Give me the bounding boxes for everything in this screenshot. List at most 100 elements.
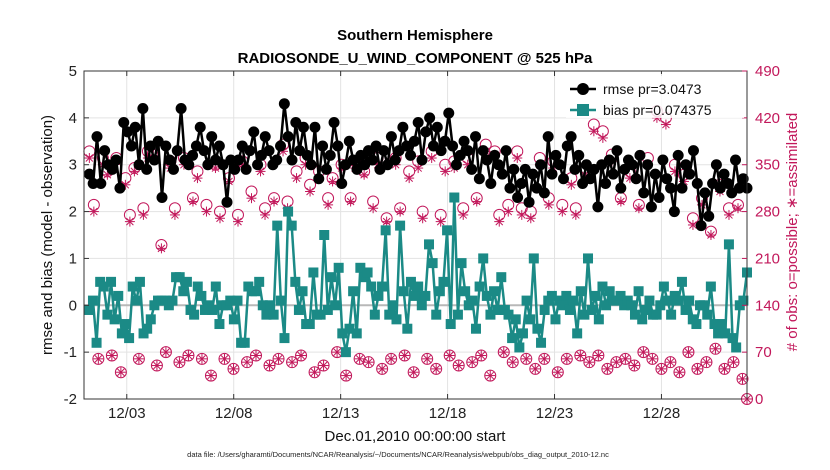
obs-possible-marker xyxy=(430,362,443,375)
obs-assimilated-marker xyxy=(133,353,144,364)
bias-point xyxy=(214,319,225,330)
rmse-point xyxy=(366,154,378,166)
y-tick-label: 0 xyxy=(69,297,77,314)
bias-point xyxy=(228,314,239,325)
rmse-point xyxy=(263,145,275,157)
bias-point xyxy=(474,281,485,292)
obs-assimilated-marker xyxy=(516,209,527,220)
rmse-point xyxy=(538,187,550,199)
obs-assimilated-marker xyxy=(728,357,739,368)
bias-point xyxy=(189,309,200,320)
obs-assimilated-marker xyxy=(723,209,734,220)
bias-point xyxy=(409,290,420,301)
obs-assimilated-marker xyxy=(183,350,194,361)
bias-point xyxy=(507,333,518,344)
bias-point xyxy=(113,290,124,301)
rmse-point xyxy=(492,159,504,171)
bias-series xyxy=(84,192,752,358)
obs-possible-marker xyxy=(182,349,195,362)
obs-assimilated-marker xyxy=(205,370,216,381)
bias-point xyxy=(449,192,460,203)
obs-assimilated-marker xyxy=(732,203,743,214)
obs-possible-marker xyxy=(682,346,695,359)
y-axis-right-ticks: 0 70 140 210 280 350 420 490 xyxy=(742,63,780,408)
obs-assimilated-marker xyxy=(196,353,207,364)
obs-possible-marker xyxy=(308,366,321,379)
obs-assimilated-marker xyxy=(440,166,451,177)
x-axis-label: Dec.01,2010 00:00:00 start xyxy=(325,428,507,445)
rmse-point xyxy=(665,182,677,194)
rmse-point xyxy=(232,154,244,166)
rmse-point xyxy=(615,182,627,194)
rmse-point xyxy=(557,173,569,185)
rmse-point xyxy=(320,163,332,175)
bias-point xyxy=(377,281,388,292)
rmse-point xyxy=(343,135,355,147)
bias-point xyxy=(633,286,644,297)
obs-assimilated-marker xyxy=(575,350,586,361)
obs-assimilated-marker xyxy=(525,213,536,224)
obs-possible-marker xyxy=(317,359,330,372)
rmse-point xyxy=(141,163,153,175)
obs-assimilated-marker xyxy=(246,193,257,204)
rmse-point xyxy=(584,173,596,185)
rmse-point xyxy=(110,154,122,166)
obs-assimilated-marker xyxy=(705,230,716,240)
y-axis-right-label: # of obs: o=possible; ∗=assimilated xyxy=(784,113,801,352)
obs-possible-marker xyxy=(709,342,722,355)
rmse-point xyxy=(489,149,501,161)
obs-assimilated-marker xyxy=(93,353,104,364)
bias-point xyxy=(398,286,409,297)
obs-assimilated-marker xyxy=(552,367,563,378)
bias-point xyxy=(239,337,250,348)
rmse-point xyxy=(473,173,485,185)
obs-possible-marker xyxy=(263,359,276,372)
bias-point xyxy=(705,281,716,292)
obs-assimilated-marker xyxy=(633,203,644,214)
bias-point xyxy=(601,300,612,311)
rmse-point xyxy=(527,168,539,180)
legend: rmse pr=3.0473 bias pr=0.074375 xyxy=(566,74,744,118)
obs-possible-marker xyxy=(385,352,398,365)
bias-point xyxy=(727,333,738,344)
bias-point xyxy=(713,328,724,339)
bias-point xyxy=(510,314,521,325)
obs-possible-marker xyxy=(475,349,488,362)
rmse-point xyxy=(668,206,680,218)
obs-possible-marker xyxy=(673,366,686,379)
x-tick-label: 12/23 xyxy=(536,405,574,422)
rmse-point xyxy=(378,145,390,157)
y-axis-ticks: -2 -1 0 1 2 3 4 5 xyxy=(64,63,89,408)
obs-possible-marker xyxy=(551,366,564,379)
rmse-point xyxy=(164,154,176,166)
rmse-point xyxy=(645,201,657,213)
bias-point xyxy=(517,328,528,339)
bias-point xyxy=(210,281,221,292)
rmse-point xyxy=(496,168,508,180)
obs-assimilated-marker xyxy=(345,196,356,207)
obs-possible-marker xyxy=(583,356,596,369)
bias-point xyxy=(564,304,575,315)
obs-assimilated-marker xyxy=(435,216,446,227)
obs-assimilated-marker xyxy=(494,216,505,227)
obs-assimilated-marker xyxy=(422,353,433,364)
rmse-point xyxy=(125,140,137,152)
rmse-point xyxy=(687,145,699,157)
bias-point xyxy=(402,323,413,334)
bias-point xyxy=(583,253,594,264)
rmse-point xyxy=(470,131,482,143)
obs-assimilated-marker xyxy=(287,357,298,368)
rmse-point xyxy=(148,154,160,166)
bias-point xyxy=(720,328,731,339)
bias-point xyxy=(272,220,283,231)
obs-possible-marker xyxy=(655,362,668,375)
bias-point xyxy=(676,276,687,287)
rmse-point xyxy=(573,149,585,161)
bias-point xyxy=(322,304,333,315)
rmse-point xyxy=(221,196,233,208)
obs-count-markers xyxy=(83,105,753,405)
bias-point xyxy=(174,272,185,283)
bias-point xyxy=(467,295,478,306)
obs-assimilated-marker xyxy=(683,347,694,358)
bias-point xyxy=(380,225,391,236)
